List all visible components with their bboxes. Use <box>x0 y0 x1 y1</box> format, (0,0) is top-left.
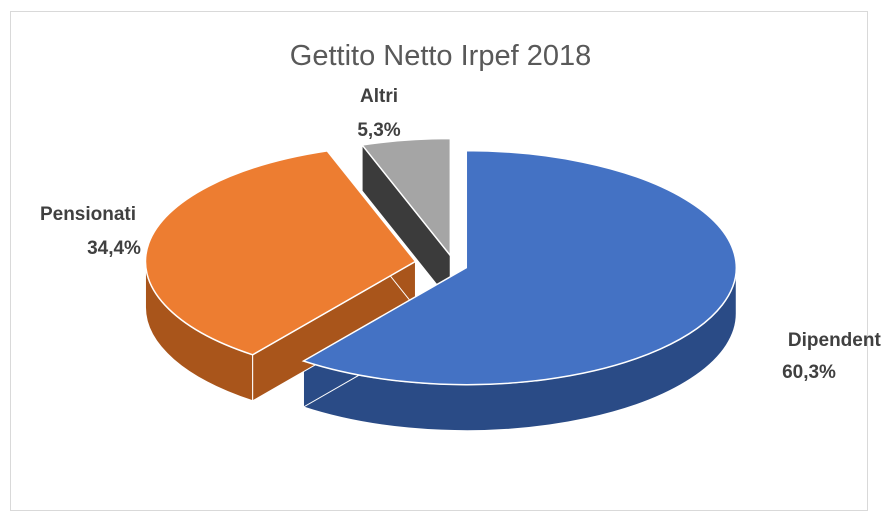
pie-tops <box>144 137 738 386</box>
slice-label-pensionati-value: 34,4% <box>87 238 141 259</box>
pie-slice-dipendenti <box>301 149 738 386</box>
slice-label-dipendenti-name: Dipendenti <box>788 330 881 351</box>
slice-label-altri-value: 5,3% <box>357 120 400 141</box>
pie-slice-pensionati <box>144 150 417 356</box>
pie-slice-altri <box>360 137 452 258</box>
slice-label-altri-name: Altri <box>360 86 398 107</box>
slice-label-pensionati-name: Pensionati <box>40 204 136 225</box>
slice-label-dipendenti-value: 60,3% <box>782 362 836 383</box>
chart-title: Gettito Netto Irpef 2018 <box>289 40 592 72</box>
